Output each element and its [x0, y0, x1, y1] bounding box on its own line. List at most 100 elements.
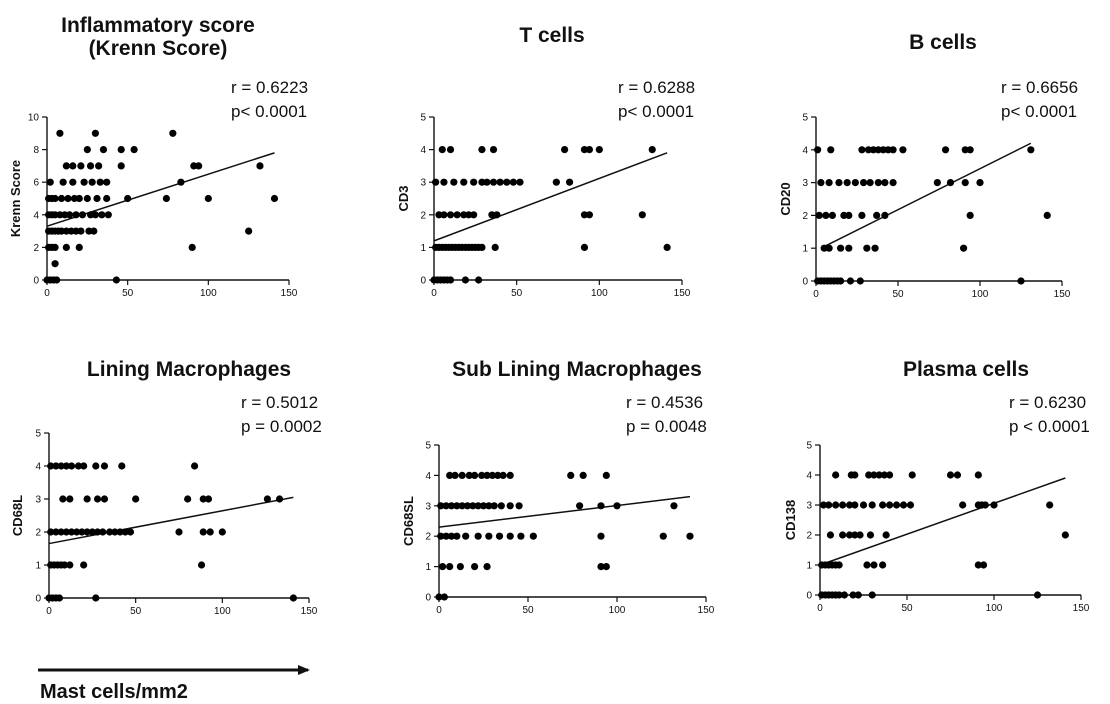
data-point: [892, 501, 901, 509]
data-point: [91, 129, 99, 137]
data-point: [92, 462, 100, 470]
data-point: [111, 528, 119, 536]
data-point: [442, 532, 450, 540]
data-point: [1027, 146, 1035, 154]
data-point: [57, 528, 65, 536]
data-point: [506, 502, 514, 510]
panel-title: Plasma cells: [903, 358, 1029, 381]
data-point: [93, 528, 102, 536]
data-point: [67, 462, 76, 470]
data-point: [460, 211, 468, 219]
data-point: [827, 146, 835, 154]
data-point: [880, 471, 888, 479]
data-point: [868, 501, 876, 509]
data-point: [95, 162, 103, 170]
x-tick-label: 0: [813, 289, 819, 300]
y-tick-label: 5: [420, 113, 426, 124]
data-point: [506, 471, 514, 479]
data-point: [845, 501, 854, 509]
data-point: [866, 179, 874, 187]
data-point: [450, 178, 458, 186]
data-point: [835, 591, 843, 599]
y-tick-label: 6: [33, 178, 39, 189]
data-point: [169, 129, 177, 137]
data-point: [91, 211, 99, 219]
data-point: [819, 501, 828, 509]
data-point: [495, 532, 504, 540]
data-point: [488, 471, 496, 479]
data-point: [814, 146, 822, 154]
data-point: [873, 211, 881, 219]
data-point: [432, 178, 440, 186]
data-point: [83, 194, 91, 203]
y-tick-label: 2: [35, 528, 41, 539]
data-point: [117, 146, 125, 154]
r-value: r = 0.6656: [1001, 78, 1078, 97]
data-point: [204, 495, 213, 503]
data-point: [435, 593, 443, 601]
r-value: r = 0.4536: [626, 393, 703, 412]
data-point: [78, 528, 86, 536]
data-point: [946, 179, 955, 187]
data-point: [437, 502, 445, 510]
data-point: [580, 211, 589, 219]
y-tick-label: 4: [35, 462, 41, 473]
y-tick-label: 4: [425, 471, 431, 482]
data-point: [46, 178, 54, 186]
data-point: [825, 244, 833, 252]
data-point: [289, 594, 297, 602]
data-point: [456, 563, 464, 571]
data-point: [670, 502, 678, 510]
data-point: [104, 211, 112, 219]
x-tick-label: 0: [436, 605, 442, 616]
data-point: [879, 146, 887, 154]
y-tick-label: 2: [802, 211, 808, 222]
data-point: [53, 276, 61, 284]
data-point: [106, 528, 114, 536]
data-point: [899, 501, 908, 509]
data-point: [846, 277, 855, 285]
data-point: [100, 495, 109, 503]
data-point: [832, 501, 840, 509]
data-point: [845, 211, 853, 219]
scatter-panel-1: Inflammatory score(Krenn Score)r = 0.622…: [8, 14, 308, 299]
y-axis-label: Krenn Score: [8, 160, 23, 237]
data-point: [854, 591, 862, 599]
data-point: [966, 146, 974, 154]
data-point: [851, 531, 859, 539]
data-point: [73, 528, 81, 536]
data-point: [51, 243, 59, 251]
data-point: [946, 471, 955, 479]
data-point: [858, 146, 866, 154]
data-point: [908, 471, 916, 479]
data-point: [218, 528, 226, 536]
y-tick-label: 3: [420, 178, 426, 189]
data-point: [59, 178, 67, 186]
data-point: [463, 502, 472, 510]
data-point: [103, 178, 111, 186]
y-tick-label: 10: [28, 113, 40, 124]
data-point: [62, 162, 70, 170]
data-point: [864, 146, 873, 154]
x-tick-label: 50: [122, 288, 134, 299]
x-tick-label: 100: [200, 288, 217, 299]
data-point: [856, 277, 864, 285]
data-point: [132, 495, 140, 503]
data-point: [869, 146, 878, 154]
data-point: [121, 528, 129, 536]
y-tick-label: 5: [802, 113, 808, 124]
data-point: [552, 178, 560, 186]
data-point: [899, 146, 907, 154]
data-point: [57, 462, 65, 470]
data-point: [826, 531, 835, 539]
data-point: [865, 471, 873, 479]
data-point: [602, 471, 610, 479]
data-point: [875, 471, 883, 479]
data-point: [447, 502, 456, 510]
x-tick-label: 150: [301, 606, 318, 617]
r-value: r = 0.6288: [618, 78, 695, 97]
x-tick-label: 100: [986, 603, 1003, 614]
data-point: [839, 531, 847, 539]
data-point: [517, 532, 525, 540]
panel-title: Lining Macrophages: [87, 358, 291, 381]
